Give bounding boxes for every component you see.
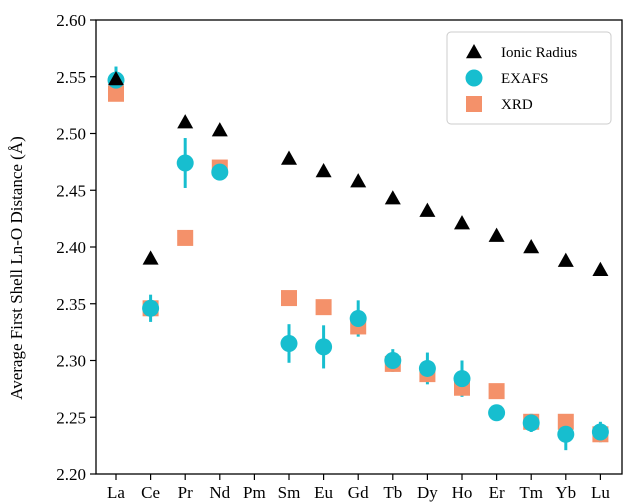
xrd-point [108,85,124,102]
x-tick-label: Dy [417,483,438,502]
x-tick-label: Pr [178,483,193,502]
x-tick-label: Nd [209,483,230,502]
exafs-point [176,154,194,172]
exafs-point [522,414,540,432]
xrd-point [488,383,505,400]
ionic-radius-point [592,261,609,276]
y-axis-ticks: 2.20 2.25 2.30 2.35 2.40 2.45 2.50 2.55 2.60 [56,11,96,484]
exafs-point [453,370,471,388]
ionic-radius-point [454,215,470,230]
y-tick-label: 2.60 [56,11,86,30]
x-tick-label: Sm [278,483,301,502]
y-tick-label: 2.45 [56,181,86,200]
exafs-point [211,163,229,181]
ionic-radius-point [281,150,297,165]
legend-label: XRD [501,97,533,113]
exafs-point [418,359,436,377]
ionic-radius-point [384,190,401,205]
x-tick-label: Er [489,483,505,502]
y-tick-label: 2.35 [56,295,86,314]
xrd-point [315,299,332,316]
ionic-radius-point [523,239,540,254]
ionic-radius-point [488,227,505,242]
data-markers [107,71,609,443]
legend-label: EXAFS [501,71,549,87]
exafs-point [591,423,609,441]
xrd-point [557,413,574,430]
xrd-point [177,229,194,246]
x-tick-label: Pm [243,483,266,502]
xrd-point [281,290,297,307]
x-tick-label: Lu [591,483,610,502]
ionic-radius-point [315,162,332,178]
ionic-radius-point [108,71,124,86]
legend-marker-xrd [466,96,482,112]
legend-marker-exafs [465,69,483,87]
y-tick-label: 2.55 [56,68,86,87]
y-tick-label: 2.20 [56,465,86,484]
x-tick-label: La [107,483,125,502]
legend-marker-ionic-radius [466,44,482,59]
legend: Ionic Radius EXAFS XRD [446,31,612,125]
y-tick-label: 2.50 [56,125,86,144]
x-tick-label: Yb [555,483,576,502]
x-tick-label: Tb [383,483,402,502]
x-tick-label: Gd [348,483,369,502]
ionic-radius-point [211,122,228,137]
ionic-radius-point [142,250,159,265]
y-axis-label: Average First Shell Ln-O Distance (Å) [7,136,26,400]
legend-box [446,31,612,125]
legend-label: Ionic Radius [501,45,577,61]
x-tick-label: Ho [452,483,473,502]
x-tick-label: Ce [141,483,160,502]
exafs-point [315,338,333,356]
x-tick-label: Eu [314,483,333,502]
exafs-point [142,299,160,317]
exafs-point [349,310,367,328]
ionic-radius-point [557,252,574,267]
exafs-point [557,425,575,443]
y-tick-label: 2.30 [56,352,86,371]
y-tick-label: 2.25 [56,408,86,427]
x-axis-ticks: La Ce Pr Nd Pm Sm Eu Gd Tb Dy Ho Er Tm Yb Lu [107,474,610,502]
exafs-point [280,334,298,352]
exafs-point [384,352,402,369]
ionic-radius-point [177,114,194,129]
exafs-point [488,404,506,422]
y-tick-label: 2.40 [56,238,86,257]
x-tick-label: Tm [519,483,543,502]
ionic-radius-point [419,202,436,217]
ionic-radius-point [350,173,367,188]
